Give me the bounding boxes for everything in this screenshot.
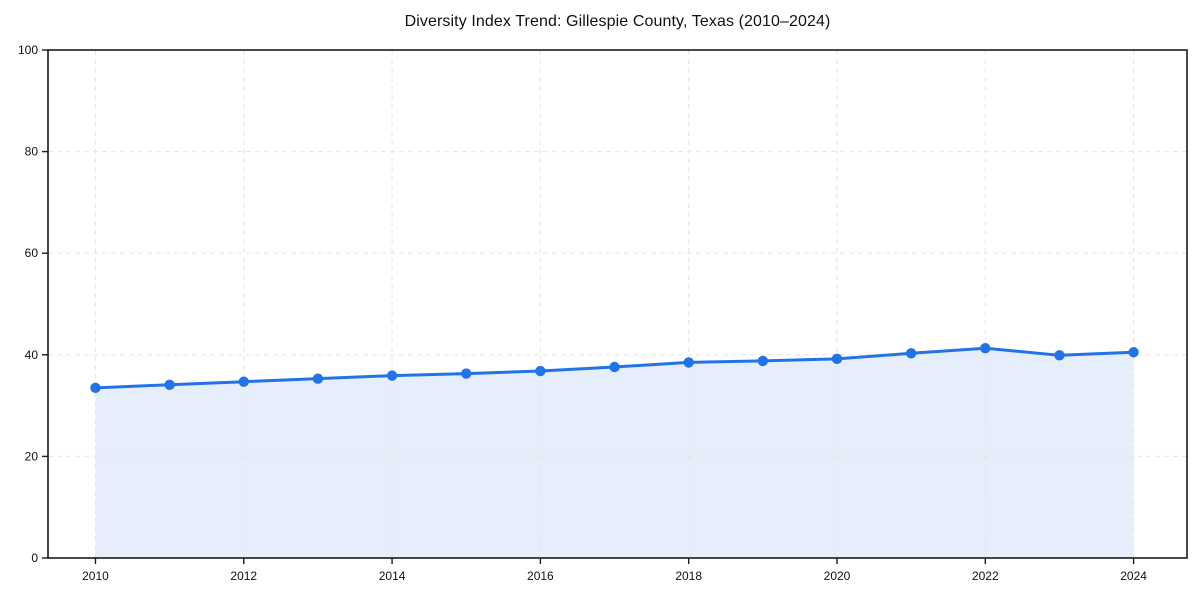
data-point-2022: [980, 342, 991, 354]
data-point-2020: [831, 353, 843, 365]
data-point-2018: [683, 357, 694, 368]
x-tick-label-2018: 2018: [675, 569, 702, 583]
data-point-2012: [238, 376, 249, 387]
chart-title: Diversity Index Trend: Gillespie County,…: [404, 13, 831, 30]
y-tick-label-0: 0: [31, 551, 38, 565]
area-fill: [95, 348, 1134, 558]
y-tick-label-20: 20: [25, 449, 39, 463]
data-point-2024: [1128, 347, 1139, 358]
data-point-2014: [386, 370, 398, 381]
x-tick-label-2010: 2010: [82, 569, 109, 583]
data-point-2017: [609, 361, 620, 373]
data-point-2013: [312, 373, 324, 384]
data-point-2019: [757, 355, 769, 367]
x-tick-label-2014: 2014: [379, 569, 406, 583]
x-tick-label-2016: 2016: [527, 569, 554, 583]
plot-border: [47, 49, 1188, 559]
y-tick-label-100: 100: [18, 43, 38, 57]
x-tick-label-2022: 2022: [972, 569, 999, 583]
data-point-2015: [461, 368, 472, 379]
data-point-2023: [1054, 350, 1065, 361]
x-tick-label-2024: 2024: [1120, 569, 1147, 583]
y-tick-label-40: 40: [25, 348, 39, 362]
y-tick-label-60: 60: [25, 246, 39, 260]
x-tick-label-2012: 2012: [230, 569, 257, 583]
data-point-2016: [535, 365, 546, 377]
data-point-2021: [905, 348, 917, 359]
x-tick-label-2020: 2020: [824, 569, 851, 583]
y-tick-label-80: 80: [25, 145, 39, 159]
data-point-2011: [164, 379, 175, 390]
data-point-2010: [90, 382, 101, 394]
